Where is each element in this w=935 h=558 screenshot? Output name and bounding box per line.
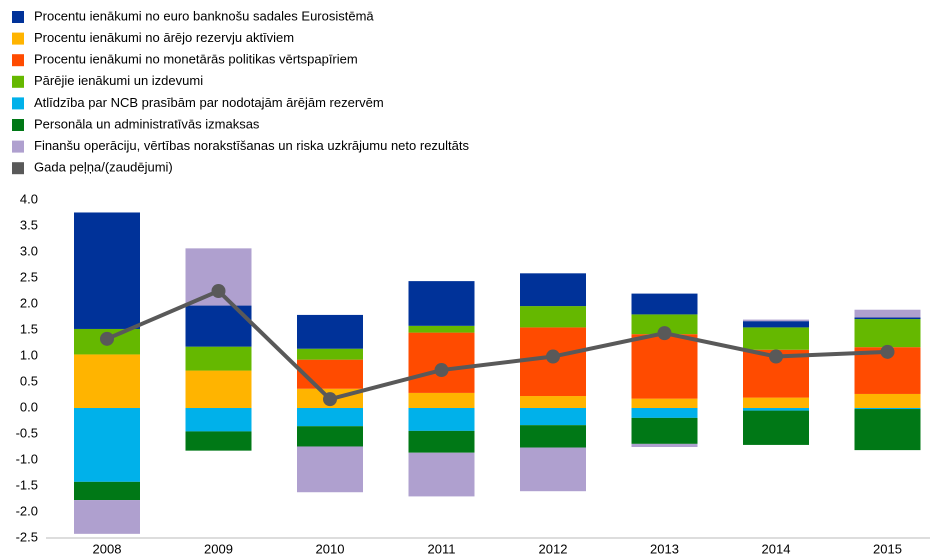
legend-swatch [12,54,24,67]
y-tick-label: 0.5 [20,373,38,388]
legend-label: Atlīdzība par NCB prasībām par nodotajām… [34,95,384,110]
legend-label: Procentu ienākumi no monetārās politikas… [34,52,358,67]
legend-label: Gada peļņa/(zaudējumi) [34,160,173,175]
line-marker [880,344,895,359]
x-tick-label: 2011 [428,541,456,556]
bar-segment [520,273,586,307]
legend-swatch [12,119,24,131]
x-tick-label: 2012 [539,541,568,556]
bar-segment [74,500,140,534]
bar-segment [520,396,586,408]
y-tick-label: -2.5 [16,529,38,544]
bar-segment [520,425,586,448]
line-marker [323,392,337,407]
legend-swatch [12,162,24,175]
bar-segment [631,314,698,335]
legend-swatch [12,11,24,23]
bar-segment [297,408,363,427]
legend-label: Finanšu operāciju, vērtības norakstīšana… [34,138,469,153]
bar-segment [631,443,698,447]
bar-segment [631,398,698,408]
x-tick-label: 2015 [873,541,902,556]
bar-segment [743,410,809,445]
bar-segment [743,319,809,322]
legend-swatch [12,97,24,110]
line-marker [100,331,114,346]
y-tick-label: -2.0 [16,503,38,518]
bar-segment [631,417,698,444]
x-tick-label: 2014 [762,541,791,556]
legend-label: Procentu ienākumi no ārējo rezervju aktī… [34,30,294,45]
y-tick-label: 3.0 [20,243,38,258]
y-tick-label: -0.5 [16,425,38,440]
legend-label: Personāla un administratīvās izmaksas [34,116,260,131]
bar-segment [854,309,921,318]
y-tick-label: 1.5 [20,321,38,336]
line-marker [546,349,560,364]
line [106,288,888,402]
bar-segment [185,408,252,432]
line-marker [211,284,226,298]
bar-segment [743,397,809,408]
bar-segment [854,317,921,320]
bar-segment [408,332,475,393]
bar-segment [185,370,252,408]
bar-segment [297,446,363,493]
y-tick-label: 4.0 [20,191,38,206]
legend-swatch [12,75,24,88]
bar-segment [743,321,809,328]
bar-segment [408,452,475,497]
bar-segment [74,481,140,501]
bar-segment [854,319,921,348]
y-tick-label: -1.5 [16,477,38,492]
bar-segment [854,409,921,451]
bar-segment [520,447,586,492]
bar-segment [74,354,140,408]
bar-segment [185,431,252,451]
bar-segment [743,327,809,350]
y-tick-label: -1.0 [16,451,38,466]
y-tick-label: 3.5 [20,217,38,232]
legend-swatch [12,32,24,45]
bar-segment [854,393,921,408]
y-tick-label: 0.0 [20,399,38,414]
bar-segment [408,325,475,333]
bar-segment [297,426,363,447]
line-marker [769,349,783,364]
y-tick-label: 1.0 [20,347,38,362]
bar-segment [297,359,363,389]
legend-label: Procentu ienākumi no euro banknošu sadal… [34,8,374,23]
bar-segment [631,293,698,315]
bar-segment [520,408,586,426]
x-tick-label: 2009 [204,541,233,556]
line-marker [434,363,449,378]
bar-segment [631,408,698,418]
legend-swatch [12,140,24,153]
bar-segment [185,346,252,371]
bar-segment [408,281,475,326]
x-tick-label: 2013 [650,541,679,556]
bar-segment [297,348,363,360]
bar-segment [854,408,921,410]
y-tick-label: 2.5 [20,269,38,284]
bar-segment [408,392,475,408]
bar-segment [74,212,140,329]
bar-segment [408,430,475,453]
bar-segment [520,306,586,328]
bar-segment [631,334,698,399]
legend-label: Pārējie ienākumi un izdevumi [34,73,203,88]
bar-segment [74,408,140,482]
x-tick-label: 2010 [316,541,345,556]
y-tick-label: 2.0 [20,295,38,310]
bar-segment [297,314,363,349]
line-marker [657,326,672,341]
x-tick-label: 2008 [93,541,122,556]
bar-segment [743,408,809,411]
bar-segment [408,408,475,431]
